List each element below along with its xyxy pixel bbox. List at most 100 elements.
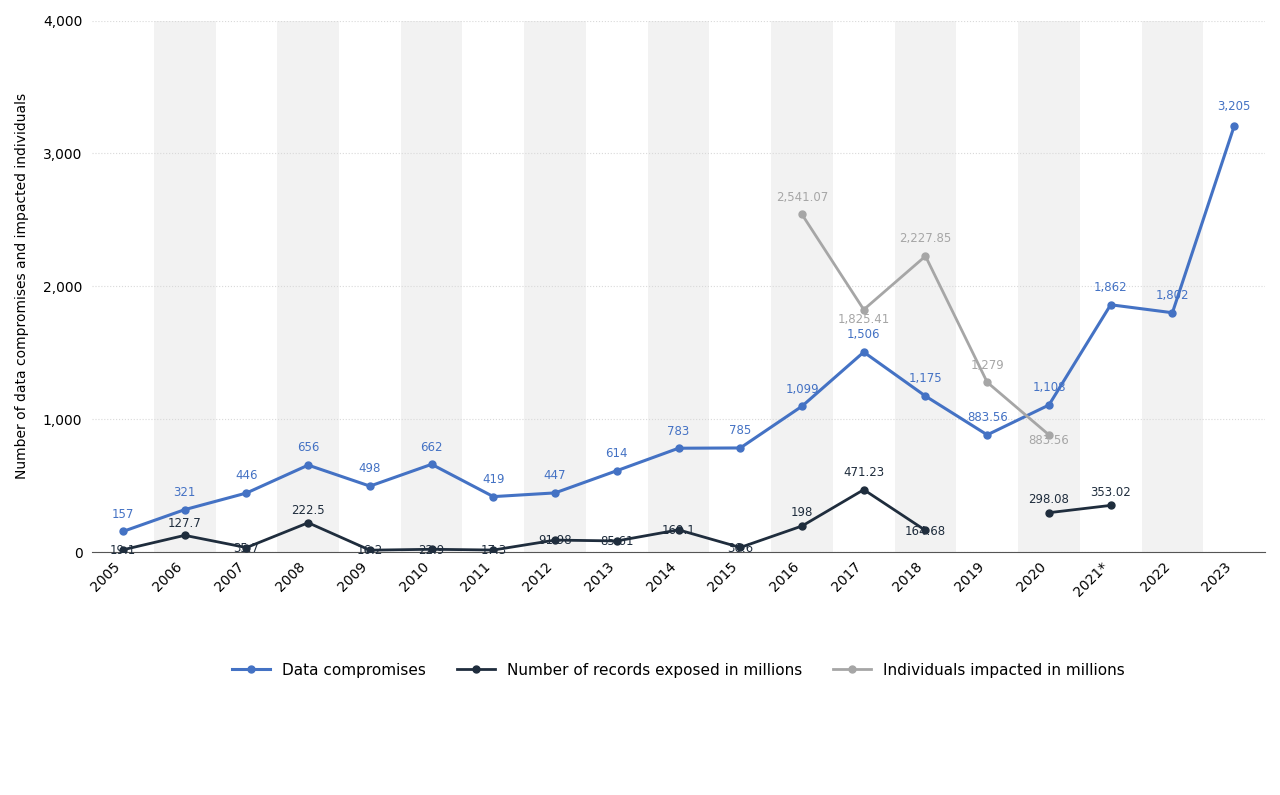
Text: 656: 656: [297, 441, 319, 455]
Text: 35.7: 35.7: [233, 542, 260, 555]
Text: 2,227.85: 2,227.85: [900, 232, 951, 246]
Text: 419: 419: [483, 473, 504, 486]
Data compromises: [485, 492, 500, 502]
Text: 169.1: 169.1: [662, 524, 695, 537]
Individuals impacted in millions: [856, 304, 872, 314]
Text: 1,108: 1,108: [1032, 382, 1066, 394]
Line: Number of records exposed in millions: Number of records exposed in millions: [119, 487, 1114, 553]
Text: 783: 783: [667, 425, 690, 437]
Data compromises: [856, 347, 872, 357]
Text: 447: 447: [544, 469, 566, 483]
Bar: [154, 21, 215, 553]
Number of records exposed in millions: [362, 545, 378, 555]
Number of records exposed in millions: [548, 535, 563, 545]
Data compromises: [671, 444, 686, 453]
Bar: [586, 21, 648, 553]
Text: 1,506: 1,506: [847, 328, 881, 342]
Number of records exposed in millions: [795, 522, 810, 531]
Data compromises: [979, 430, 995, 440]
Text: 353.02: 353.02: [1091, 486, 1132, 498]
Text: 614: 614: [605, 447, 628, 460]
Individuals impacted in millions: [1041, 430, 1056, 440]
Text: 471.23: 471.23: [844, 466, 884, 479]
Text: 2,541.07: 2,541.07: [776, 191, 828, 204]
Data compromises: [301, 460, 316, 470]
Text: 164.68: 164.68: [905, 525, 946, 537]
Text: 1,279: 1,279: [970, 359, 1004, 371]
Number of records exposed in millions: [1103, 501, 1119, 510]
Number of records exposed in millions: [732, 543, 748, 553]
Data compromises: [918, 391, 933, 401]
Data compromises: [609, 466, 625, 475]
Number of records exposed in millions: [485, 545, 500, 555]
Data compromises: [177, 505, 192, 514]
Text: 157: 157: [111, 508, 134, 521]
Data compromises: [1226, 122, 1242, 131]
Bar: [1018, 21, 1080, 553]
Bar: [1080, 21, 1142, 553]
Text: 36.6: 36.6: [727, 541, 754, 555]
Data compromises: [362, 481, 378, 491]
Text: 1,802: 1,802: [1156, 289, 1189, 302]
Text: 198: 198: [791, 506, 813, 519]
Bar: [833, 21, 895, 553]
Text: 3,205: 3,205: [1217, 100, 1251, 113]
Text: 17.3: 17.3: [480, 545, 507, 557]
Bar: [525, 21, 586, 553]
Number of records exposed in millions: [609, 536, 625, 545]
Text: 298.08: 298.08: [1029, 493, 1069, 506]
Bar: [215, 21, 278, 553]
Text: 16.2: 16.2: [357, 545, 383, 557]
Data compromises: [795, 401, 810, 411]
Text: 883.56: 883.56: [966, 411, 1007, 425]
Bar: [401, 21, 462, 553]
Number of records exposed in millions: [239, 543, 255, 553]
Text: 19.1: 19.1: [110, 544, 136, 557]
Bar: [956, 21, 1018, 553]
Number of records exposed in millions: [1041, 508, 1056, 518]
Number of records exposed in millions: [177, 530, 192, 540]
Data compromises: [548, 488, 563, 498]
Text: 446: 446: [236, 469, 257, 483]
Text: 222.5: 222.5: [292, 504, 325, 518]
Text: 1,862: 1,862: [1094, 281, 1128, 294]
Number of records exposed in millions: [115, 545, 131, 555]
Number of records exposed in millions: [301, 518, 316, 528]
Text: 321: 321: [174, 486, 196, 499]
Data compromises: [732, 443, 748, 452]
Line: Individuals impacted in millions: Individuals impacted in millions: [799, 211, 1052, 438]
Text: 91.98: 91.98: [539, 534, 572, 548]
Number of records exposed in millions: [424, 545, 439, 554]
Data compromises: [1103, 300, 1119, 309]
Bar: [1142, 21, 1203, 553]
Data compromises: [239, 488, 255, 498]
Bar: [462, 21, 525, 553]
Data compromises: [1041, 400, 1056, 409]
Text: 498: 498: [358, 463, 381, 475]
Line: Data compromises: Data compromises: [119, 122, 1238, 535]
Text: 1,825.41: 1,825.41: [837, 312, 890, 326]
Bar: [278, 21, 339, 553]
Legend: Data compromises, Number of records exposed in millions, Individuals impacted in: Data compromises, Number of records expo…: [224, 656, 1133, 686]
Number of records exposed in millions: [856, 485, 872, 494]
Data compromises: [424, 460, 439, 469]
Text: 883.56: 883.56: [1029, 434, 1069, 447]
Individuals impacted in millions: [795, 210, 810, 219]
Bar: [1203, 21, 1265, 553]
Text: 1,099: 1,099: [785, 382, 819, 396]
Individuals impacted in millions: [979, 378, 995, 387]
Bar: [771, 21, 833, 553]
Number of records exposed in millions: [671, 525, 686, 534]
Y-axis label: Number of data compromises and impacted individuals: Number of data compromises and impacted …: [15, 93, 29, 479]
Bar: [709, 21, 771, 553]
Data compromises: [115, 526, 131, 536]
Text: 22.9: 22.9: [419, 544, 444, 556]
Text: 127.7: 127.7: [168, 517, 201, 530]
Text: 662: 662: [420, 440, 443, 454]
Bar: [895, 21, 956, 553]
Data compromises: [1165, 308, 1180, 317]
Text: 85.61: 85.61: [600, 535, 634, 549]
Bar: [92, 21, 154, 553]
Bar: [648, 21, 709, 553]
Individuals impacted in millions: [918, 251, 933, 261]
